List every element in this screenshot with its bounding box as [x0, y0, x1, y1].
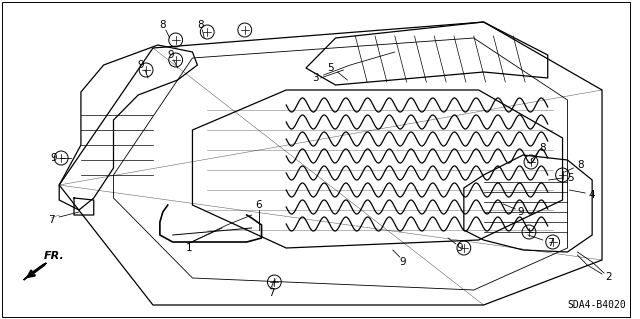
Text: FR.: FR. — [44, 251, 64, 261]
Text: 8: 8 — [197, 20, 204, 30]
Text: 7: 7 — [268, 288, 275, 298]
Text: SDA4-B4020: SDA4-B4020 — [568, 300, 626, 310]
Text: 9: 9 — [399, 257, 406, 267]
Text: 9: 9 — [456, 243, 463, 253]
Text: 3: 3 — [312, 73, 319, 83]
Text: 5: 5 — [567, 173, 573, 183]
Text: 1: 1 — [186, 243, 193, 253]
Text: 7: 7 — [48, 215, 54, 225]
Text: 9: 9 — [518, 207, 524, 217]
Polygon shape — [24, 263, 46, 280]
Text: 9: 9 — [138, 60, 145, 70]
Text: 7: 7 — [547, 238, 554, 248]
Text: 8: 8 — [540, 143, 546, 153]
Text: 8: 8 — [577, 160, 584, 170]
Text: 2: 2 — [605, 272, 612, 282]
Text: 8: 8 — [159, 20, 166, 30]
Text: 5: 5 — [327, 63, 334, 73]
Text: 4: 4 — [589, 190, 595, 200]
Text: 9: 9 — [168, 50, 174, 60]
Text: 6: 6 — [255, 200, 262, 210]
Text: 9: 9 — [50, 153, 56, 163]
